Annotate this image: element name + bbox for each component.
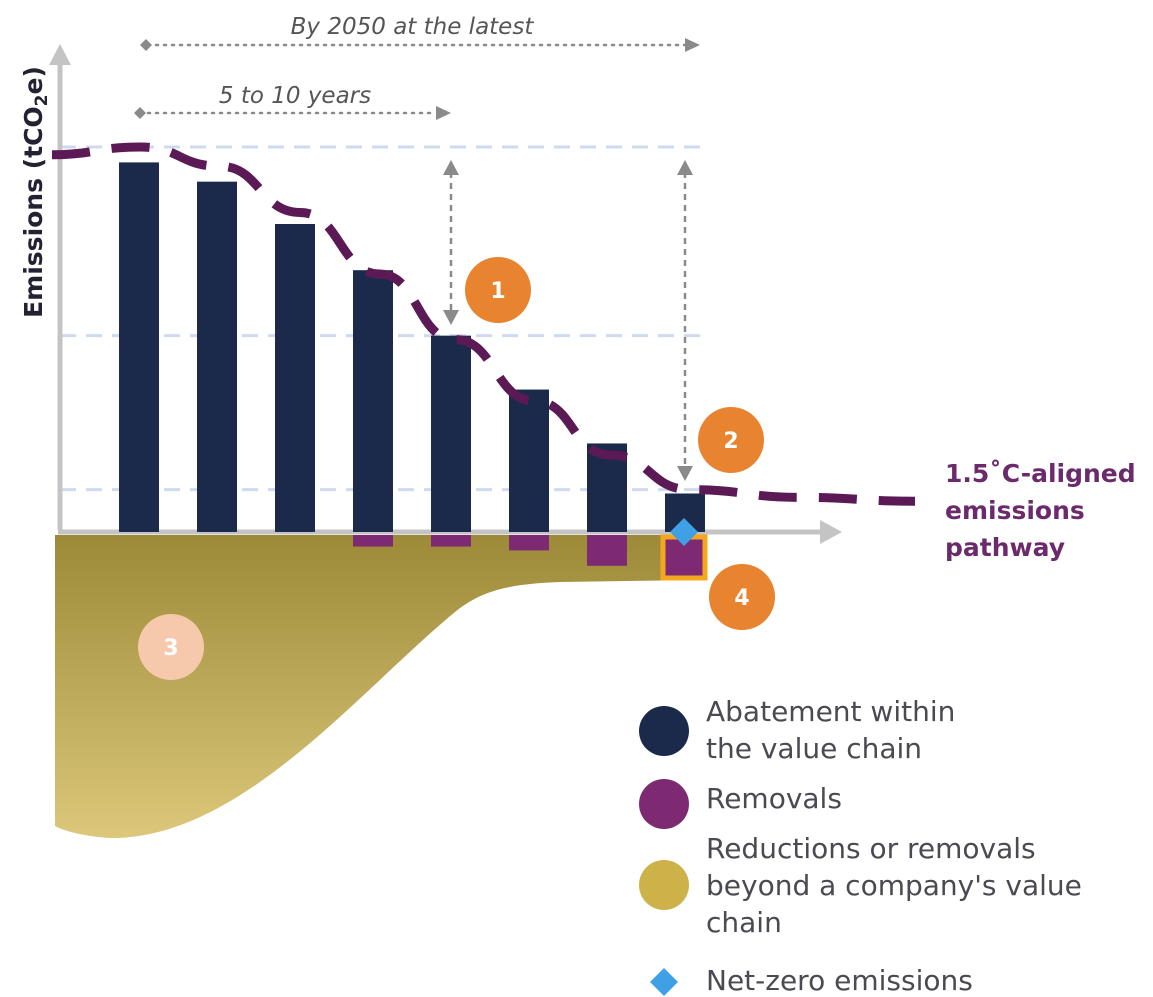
removal-bars bbox=[353, 535, 705, 578]
legend-item-abatement: Abatement within the value chain bbox=[639, 695, 955, 765]
legend-beyond-line1: Reductions or removals bbox=[706, 832, 1036, 865]
beyond-value-chain-area bbox=[55, 535, 700, 839]
badge-2-label: 2 bbox=[723, 429, 738, 454]
timeline-long-arrow-icon bbox=[685, 38, 700, 52]
net-zero-diamond-icon bbox=[670, 518, 698, 546]
removal-bar bbox=[431, 535, 471, 547]
removal-bar bbox=[587, 535, 627, 566]
timeline-short-label: 5 to 10 years bbox=[219, 83, 371, 109]
timeline-short-arrow-icon bbox=[436, 106, 451, 120]
abatement-bar bbox=[431, 335, 471, 532]
legend-item-beyond: Reductions or removals beyond a company'… bbox=[639, 832, 1082, 939]
legend-net-zero-diamond-icon bbox=[650, 968, 678, 996]
y-axis-label-subscript: 2 bbox=[32, 94, 52, 106]
legend-abatement-line2: the value chain bbox=[706, 732, 922, 765]
legend-removals-swatch bbox=[639, 779, 689, 829]
removal-bar bbox=[509, 535, 549, 551]
abatement-bar bbox=[197, 181, 237, 532]
abatement-bar bbox=[275, 224, 315, 532]
timeline-long-label: By 2050 at the latest bbox=[291, 14, 535, 40]
arrow-2-up-icon bbox=[677, 160, 693, 175]
timeline-long-start-icon bbox=[140, 39, 152, 51]
legend-abatement-swatch bbox=[639, 706, 689, 756]
abatement-bar bbox=[353, 270, 393, 532]
timeline-long: By 2050 at the latest bbox=[140, 14, 700, 52]
badge-3: 3 bbox=[138, 614, 204, 680]
pathway-label: 1.5˚C-aligned emissions pathway bbox=[945, 459, 1136, 562]
badge-3-label: 3 bbox=[163, 636, 178, 661]
badge-4-circle bbox=[709, 564, 775, 630]
arrow-2-down-icon bbox=[677, 466, 693, 481]
legend-abatement-line1: Abatement within bbox=[706, 695, 955, 728]
y-axis-label-main: Emissions (tCO bbox=[19, 106, 48, 318]
timeline-short: 5 to 10 years bbox=[134, 83, 451, 120]
pathway-label-line2: emissions bbox=[945, 496, 1085, 525]
badge-2: 2 bbox=[698, 407, 764, 473]
y-axis-label-end: e) bbox=[19, 66, 48, 94]
badge-1-label: 1 bbox=[490, 279, 505, 304]
badge-4: 4 bbox=[709, 564, 775, 630]
pathway-label-line3: pathway bbox=[945, 533, 1065, 562]
badge-4-label: 4 bbox=[734, 586, 749, 611]
removal-bar bbox=[353, 535, 393, 547]
pathway-label-line1: 1.5˚C-aligned bbox=[945, 459, 1136, 488]
badge-1: 1 bbox=[465, 257, 531, 323]
arrow-1-down-icon bbox=[443, 310, 459, 325]
distance-arrow-heads bbox=[443, 160, 693, 481]
y-axis-label: Emissions (tCO2e) bbox=[19, 66, 52, 318]
legend: Abatement within the value chain Removal… bbox=[639, 695, 1082, 997]
legend-beyond-line3: chain bbox=[706, 906, 782, 939]
abatement-bars bbox=[119, 162, 705, 532]
x-axis-arrow-icon bbox=[820, 520, 842, 544]
y-axis-arrow-icon bbox=[49, 44, 71, 65]
legend-net-zero-line1: Net-zero emissions bbox=[706, 964, 973, 997]
emissions-pathway-line bbox=[51, 142, 916, 506]
arrow-1-up-icon bbox=[443, 160, 459, 175]
legend-item-net-zero: Net-zero emissions bbox=[650, 964, 973, 997]
legend-beyond-swatch bbox=[639, 860, 689, 910]
badge-2-circle bbox=[698, 407, 764, 473]
timeline-short-start-icon bbox=[134, 107, 146, 119]
legend-item-removals: Removals bbox=[639, 779, 842, 829]
legend-beyond-line2: beyond a company's value bbox=[706, 869, 1082, 902]
abatement-bar bbox=[509, 389, 549, 532]
legend-removals-line1: Removals bbox=[706, 782, 842, 815]
badge-1-circle bbox=[465, 257, 531, 323]
badge-3-circle bbox=[138, 614, 204, 680]
abatement-bar bbox=[119, 162, 159, 532]
distance-arrows bbox=[449, 172, 687, 468]
